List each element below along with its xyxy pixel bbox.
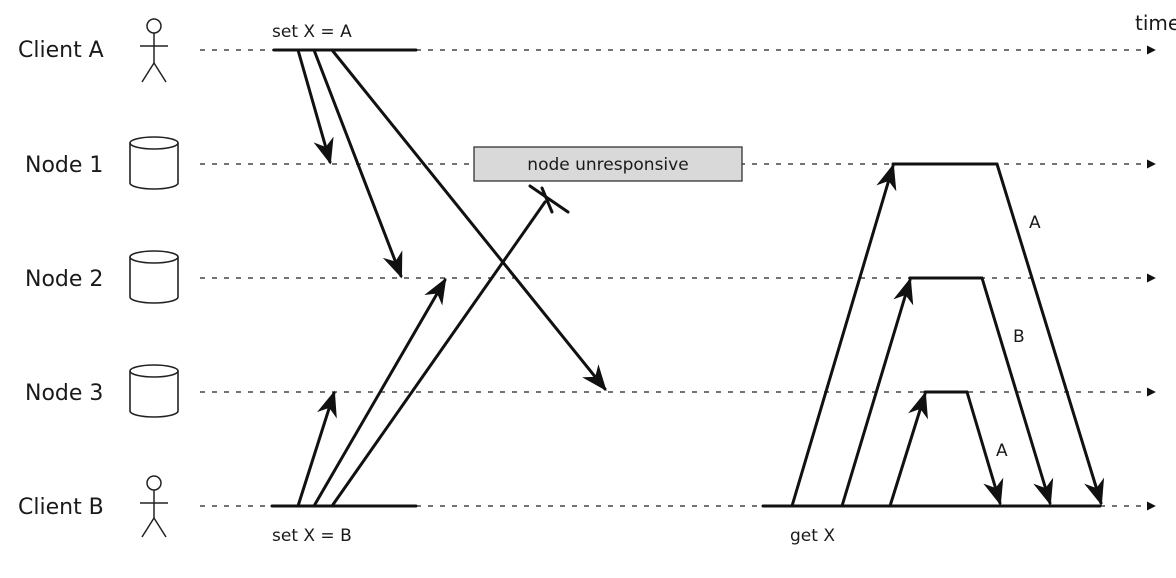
read-to-node-3-arrow bbox=[888, 391, 928, 508]
read-to-node-1-arrow bbox=[790, 163, 897, 508]
lane-label-client-b: Client B bbox=[18, 495, 104, 520]
lane-label-node-1: Node 1 bbox=[25, 153, 103, 178]
write-b-to-node-3-arrow bbox=[296, 390, 337, 508]
failed-delivery-cross-icon bbox=[528, 184, 570, 214]
client-a-write-label: set X = A bbox=[272, 22, 352, 42]
client-a-person-icon bbox=[140, 18, 168, 83]
client-b-person-icon bbox=[140, 475, 168, 538]
node-1-database-icon bbox=[129, 136, 179, 190]
lane-label-client-a: Client A bbox=[18, 38, 104, 63]
node-1-response-value: A bbox=[1029, 213, 1041, 233]
write-a-to-node-3-arrow bbox=[330, 48, 607, 392]
write-b-to-node-2-arrow bbox=[312, 277, 447, 508]
node-3-database-icon bbox=[129, 364, 179, 418]
lane-label-node-3: Node 3 bbox=[25, 381, 103, 406]
node-1-response-arrow bbox=[995, 162, 1105, 506]
client-b-write-label: set X = B bbox=[272, 526, 352, 546]
write-a-to-node-2-arrow bbox=[312, 48, 403, 279]
node-2-database-icon bbox=[129, 250, 179, 304]
lane-label-node-2: Node 2 bbox=[25, 267, 103, 292]
client-b-read-label: get X bbox=[790, 526, 835, 546]
node-2-response-arrow bbox=[980, 276, 1054, 506]
node-3-response-arrow bbox=[965, 390, 1004, 506]
read-to-node-2-arrow bbox=[840, 277, 914, 508]
node-unresponsive-box: node unresponsive bbox=[473, 146, 743, 182]
time-axis-label: time bbox=[1135, 11, 1176, 35]
node-2-response-value: B bbox=[1013, 327, 1025, 347]
node-3-response-value: A bbox=[996, 441, 1008, 461]
write-b-to-node-1-failed-arrow bbox=[330, 200, 547, 508]
write-a-to-node-1-arrow bbox=[296, 48, 334, 165]
node-unresponsive-label: node unresponsive bbox=[527, 155, 688, 175]
